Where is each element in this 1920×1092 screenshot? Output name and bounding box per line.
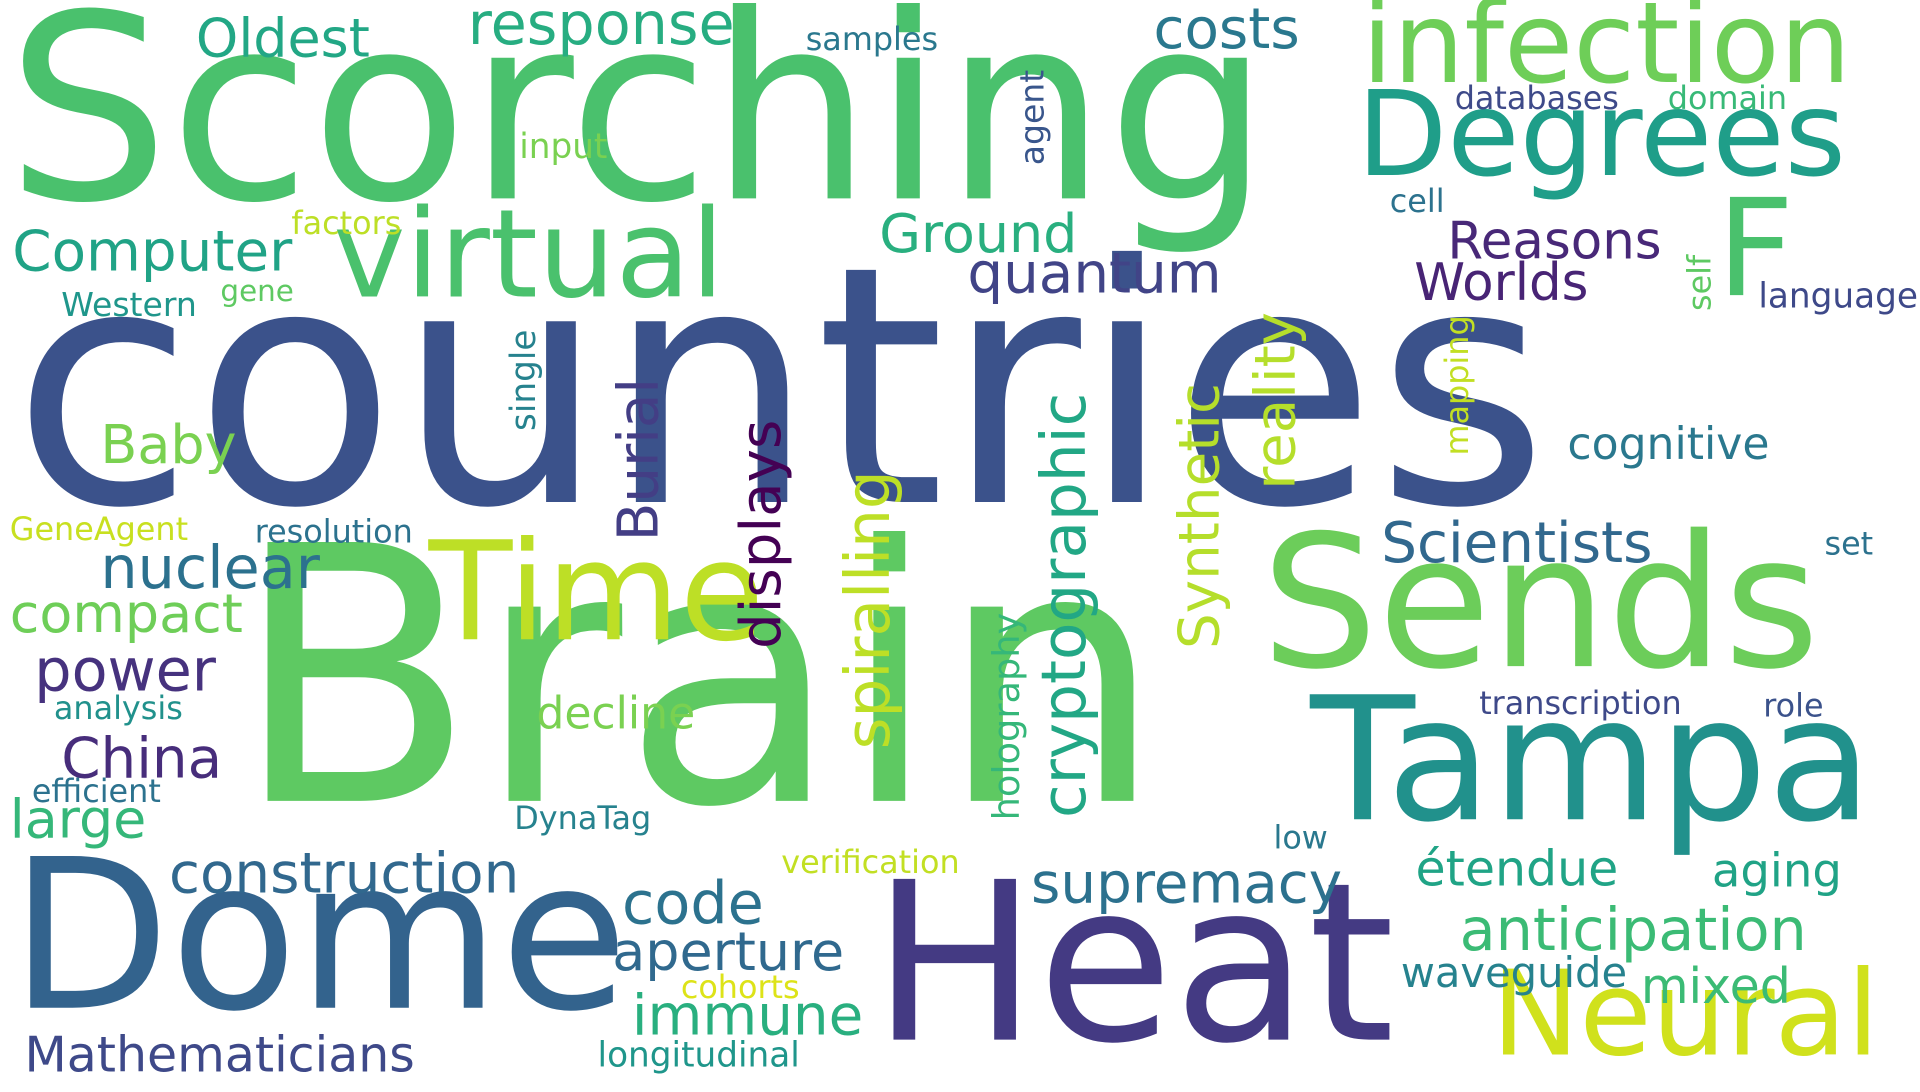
word-self: self [1682,254,1720,312]
word-scientists: Scientists [1381,509,1653,576]
word-resolution: resolution [254,514,413,552]
word-baby: Baby [100,413,237,477]
word-immune: immune [631,982,864,1049]
word-factors: factors [291,205,402,243]
word-reasons: Reasons [1447,210,1662,271]
word-mixed: mixed [1640,958,1791,1016]
word-role: role [1763,688,1824,725]
word-samples: samples [805,22,939,59]
word-spiralling: spiralling [832,470,904,750]
word-worlds: Worlds [1414,252,1589,313]
word-time: Time [428,513,765,673]
word-mathematicians: Mathematicians [24,1027,415,1084]
word-synthetic: Synthetic [1165,383,1232,649]
word-compact: compact [9,582,243,646]
word-agent: agent [1013,69,1052,166]
word-decline: decline [536,689,696,740]
word-ground: Ground [879,203,1078,266]
word-neural: Neural [1491,945,1880,1083]
word-f: F [1716,170,1795,327]
word-large: large [9,788,147,852]
word-verification: verification [781,844,960,882]
word-quantum: quantum [967,240,1222,307]
word-waveguide: waveguide [1400,948,1628,998]
word-databases: databases [1454,80,1619,118]
word-input: input [519,126,608,167]
word-cognitive: cognitive [1567,420,1770,471]
word-scorching: Scorching [6,0,1271,260]
word-low: low [1273,820,1328,858]
word-virtual: virtual [333,182,725,326]
word-construction: construction [168,840,520,907]
word-countries: countries [12,194,1549,581]
word-response: response [467,0,735,59]
word-cohorts: cohorts [680,969,800,1007]
word-burial: Burial [604,377,672,542]
word-dynatag: DynaTag [514,800,652,838]
word-brain: Brain [232,472,1164,886]
word-gene: gene [220,274,294,309]
word-transcription: transcription [1479,685,1682,723]
word-single: single [503,329,544,432]
word-cell: cell [1389,183,1445,221]
word-reality: reality [1241,311,1308,490]
word-infection: infection [1361,0,1852,109]
word-power: power [34,636,216,706]
word-anticipation: anticipation [1459,896,1807,965]
word-analysis: analysis [53,690,183,728]
word-code: code [622,869,764,938]
word-holography: holography [985,612,1029,821]
word-domain: domain [1667,80,1788,118]
word-costs: costs [1153,0,1300,62]
word-sends: Sends [1261,497,1820,711]
word-mapping: mapping [1440,315,1477,456]
word-heat: Heat [871,836,1395,1092]
word-language: language [1758,275,1919,316]
word-cryptographic: cryptographic [1028,392,1100,818]
word-computer: Computer [12,217,293,285]
word-degrees: Degrees [1356,66,1846,204]
word-etendue: étendue [1415,841,1619,898]
word-dome: Dome [9,815,629,1058]
word-set: set [1824,526,1874,564]
word-tampa: Tampa [1310,661,1873,861]
word-supremacy: supremacy [1031,849,1343,916]
word-oldest: Oldest [195,7,370,70]
word-western: Western [61,286,197,325]
word-china: China [61,724,223,792]
word-efficient: efficient [31,773,161,811]
word-longitudinal: longitudinal [597,1034,800,1076]
word-nuclear: nuclear [100,533,320,603]
word-geneagent: GeneAgent [9,511,189,549]
word-aging: aging [1711,843,1842,898]
word-aperture: aperture [612,920,845,984]
word-displays: displays [727,419,794,649]
